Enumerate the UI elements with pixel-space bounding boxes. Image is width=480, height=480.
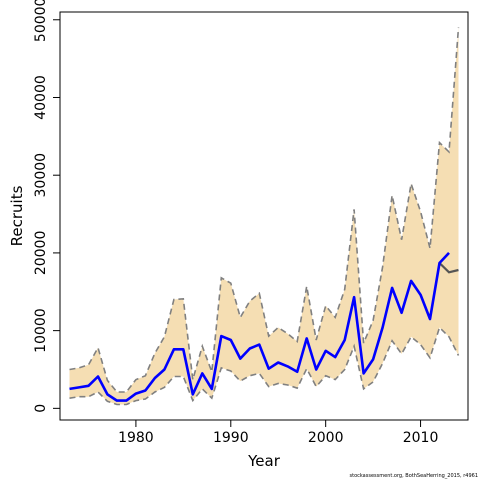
x-axis: 1980 1990 2000 2010 bbox=[118, 419, 439, 446]
y-axis-title: Recruits bbox=[8, 185, 26, 246]
y-tick-label: 20000 bbox=[33, 231, 49, 276]
series-layer bbox=[69, 252, 459, 402]
footnote: stockassessment.org, BothSeaHerring_2015… bbox=[350, 473, 479, 479]
lower-bound-line bbox=[69, 326, 460, 406]
x-tick-label: 2010 bbox=[403, 430, 439, 446]
confidence-band-fill bbox=[69, 27, 459, 405]
x-tick-label: 2000 bbox=[308, 430, 344, 446]
y-tick-label: 50000 bbox=[33, 0, 49, 42]
x-tick-label: 1990 bbox=[213, 430, 249, 446]
y-tick-label: 30000 bbox=[33, 153, 49, 198]
recruits-estimate-line bbox=[69, 252, 450, 402]
confidence-band bbox=[69, 27, 460, 406]
y-tick-label: 0 bbox=[33, 404, 49, 413]
upper-bound-line bbox=[69, 27, 460, 393]
x-tick-label: 1980 bbox=[118, 430, 154, 446]
y-tick-label: 40000 bbox=[33, 75, 49, 120]
projection-line bbox=[438, 262, 459, 274]
y-tick-label: 10000 bbox=[33, 308, 49, 353]
x-axis-title: Year bbox=[247, 452, 281, 470]
y-axis: 0 10000 20000 30000 40000 50000 bbox=[33, 0, 61, 413]
